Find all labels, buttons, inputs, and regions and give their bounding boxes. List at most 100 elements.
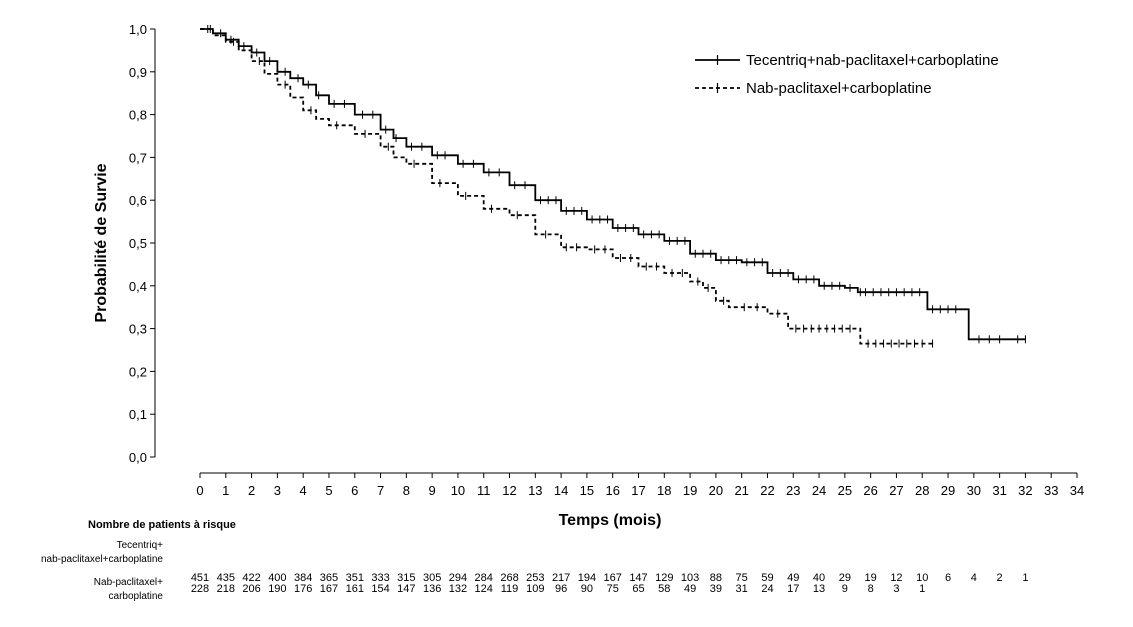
risk-row-nab: 228 218 206 190 176 167 161 154 147 136 132 124 119 1… [191, 583, 925, 595]
x-tick-label: 2 [248, 483, 255, 498]
plot-series [200, 25, 1026, 348]
x-tick-label: 10 [451, 483, 465, 498]
risk-value: 109 [526, 583, 544, 595]
y-tick-label: 0,8 [129, 108, 147, 123]
risk-value: 284 [475, 572, 493, 584]
risk-value: 217 [552, 572, 570, 584]
risk-value: 161 [346, 583, 364, 595]
risk-value: 31 [736, 583, 748, 595]
x-tick-label: 33 [1044, 483, 1058, 498]
risk-value: 167 [604, 572, 622, 584]
x-tick-label: 31 [992, 483, 1006, 498]
series-line-0 [200, 28, 1026, 341]
risk-value: 6 [945, 572, 951, 584]
legend-label-tecentriq: Tecentriq+nab-paclitaxel+carboplatine [746, 52, 999, 69]
y-axis: 0,0 0,1 0,2 0,3 0,4 0,5 0,6 0,7 0,8 0,9 1,0 [129, 22, 156, 465]
risk-value: 176 [294, 583, 312, 595]
x-tick-label: 29 [941, 483, 955, 498]
risk-value: 400 [268, 572, 286, 584]
risk-value: 2 [997, 572, 1003, 584]
x-tick-label: 7 [377, 483, 384, 498]
risk-value: 351 [346, 572, 364, 584]
risk-value: 136 [423, 583, 441, 595]
x-tick-label: 3 [274, 483, 281, 498]
risk-value: 29 [839, 572, 851, 584]
risk-value: 119 [501, 583, 519, 595]
risk-value: 147 [629, 572, 647, 584]
risk-value: 8 [868, 583, 874, 595]
risk-value: 190 [268, 583, 286, 595]
risk-row-label-nab-line2: carboplatine [109, 591, 164, 602]
x-tick-label: 11 [477, 483, 491, 498]
risk-value: 75 [736, 572, 748, 584]
risk-row-label-tecentriq-line1: Tecentriq+ [117, 540, 164, 551]
y-tick-label: 0,7 [129, 150, 147, 165]
risk-value: 96 [555, 583, 567, 595]
risk-value: 1 [919, 583, 925, 595]
risk-value: 24 [761, 583, 773, 595]
y-axis-title: Probabilité de Survie [93, 163, 110, 322]
risk-row-label-tecentriq-line2: nab-paclitaxel+carboplatine [41, 554, 163, 565]
risk-value: 58 [658, 583, 670, 595]
x-tick-label: 19 [683, 483, 697, 498]
risk-value: 129 [655, 572, 673, 584]
risk-value: 1 [1022, 572, 1028, 584]
risk-value: 49 [787, 572, 799, 584]
risk-value: 65 [632, 583, 644, 595]
x-axis: 0 1 2 3 4 5 6 7 8 9 10 11 12 13 14 15 16 17 18 19 20 21 22 23 24… [196, 472, 1084, 498]
x-tick-label: 8 [403, 483, 410, 498]
x-tick-label: 22 [760, 483, 774, 498]
risk-value: 49 [684, 583, 696, 595]
risk-value: 13 [813, 583, 825, 595]
risk-value: 305 [423, 572, 441, 584]
x-tick-label: 13 [528, 483, 542, 498]
risk-value: 10 [916, 572, 928, 584]
risk-value: 17 [787, 583, 799, 595]
x-tick-label: 9 [429, 483, 436, 498]
risk-value: 333 [371, 572, 389, 584]
risk-value: 268 [500, 572, 518, 584]
x-tick-label: 15 [580, 483, 594, 498]
risk-value: 39 [710, 583, 722, 595]
x-tick-label: 5 [325, 483, 332, 498]
risk-value: 451 [191, 572, 209, 584]
x-tick-label: 14 [554, 483, 568, 498]
x-tick-label: 23 [786, 483, 800, 498]
risk-value: 167 [320, 583, 338, 595]
y-tick-label: 0,3 [129, 322, 147, 337]
risk-value: 4 [971, 572, 977, 584]
risk-value: 253 [526, 572, 544, 584]
x-tick-label: 0 [196, 483, 203, 498]
risk-value: 228 [191, 583, 209, 595]
risk-value: 19 [865, 572, 877, 584]
x-tick-label: 16 [605, 483, 619, 498]
risk-row-tecentriq: 451 435 422 400 384 365 351 333 315 305 294 284 268 2… [191, 572, 1029, 584]
risk-value: 40 [813, 572, 825, 584]
risk-value: 132 [449, 583, 467, 595]
x-tick-label: 24 [812, 483, 826, 498]
risk-table: Nombre de patients à risque Tecentriq+ n… [41, 519, 1029, 602]
risk-value: 422 [242, 572, 260, 584]
x-tick-label: 34 [1070, 483, 1084, 498]
risk-value: 88 [710, 572, 722, 584]
series-line-1 [200, 28, 936, 345]
risk-value: 154 [371, 583, 389, 595]
x-axis-title: Temps (mois) [559, 512, 662, 529]
risk-value: 9 [842, 583, 848, 595]
legend: Tecentriq+nab-paclitaxel+carboplatine Na… [695, 52, 999, 97]
x-tick-label: 25 [838, 483, 852, 498]
x-tick-label: 20 [709, 483, 723, 498]
y-tick-label: 0,6 [129, 193, 147, 208]
risk-table-title: Nombre de patients à risque [88, 519, 236, 531]
x-tick-label: 12 [502, 483, 516, 498]
x-tick-label: 17 [631, 483, 645, 498]
y-tick-label: 0,0 [129, 450, 147, 465]
y-tick-label: 0,9 [129, 65, 147, 80]
x-tick-label: 6 [351, 483, 358, 498]
x-tick-label: 28 [915, 483, 929, 498]
risk-value: 75 [607, 583, 619, 595]
risk-value: 3 [893, 583, 899, 595]
risk-value: 435 [217, 572, 235, 584]
risk-value: 90 [581, 583, 593, 595]
x-tick-label: 26 [863, 483, 877, 498]
